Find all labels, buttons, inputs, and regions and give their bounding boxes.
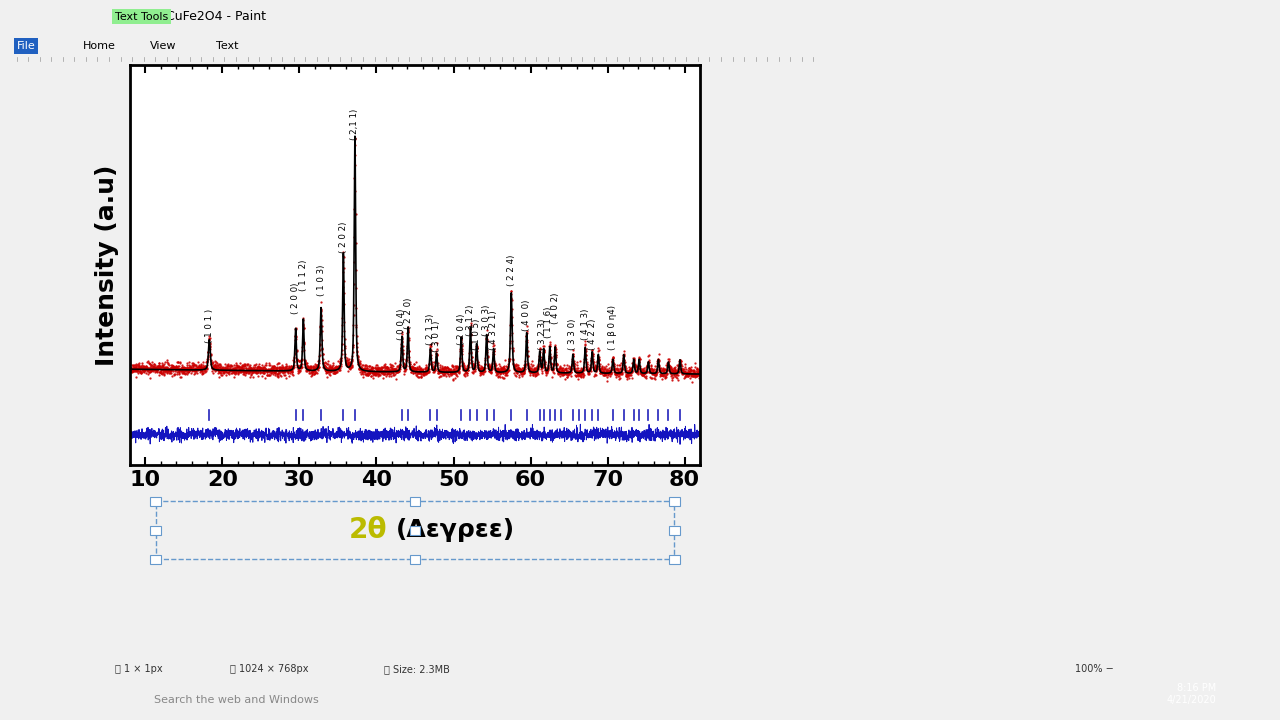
- Text: View: View: [150, 41, 177, 51]
- Text: ( 1 0 3): ( 1 0 3): [316, 264, 325, 296]
- Text: ( 4 3 2 1): ( 4 3 2 1): [489, 310, 498, 350]
- Text: ( 2 2 4): ( 2 2 4): [507, 255, 516, 286]
- Text: ( 2 1 3): ( 2 1 3): [426, 314, 435, 345]
- Text: ( 3 0 3): ( 3 0 3): [483, 305, 492, 336]
- Text: ( 1 1 2): ( 1 1 2): [298, 259, 307, 291]
- Text: ( 0 0 4): ( 0 0 4): [397, 309, 407, 341]
- Text: ( 2 2 0): ( 2 2 0): [403, 297, 412, 328]
- Text: ⬜ 1024 × 768px: ⬜ 1024 × 768px: [230, 664, 308, 674]
- Text: ⬜ Size: 2.3MB: ⬜ Size: 2.3MB: [384, 664, 449, 674]
- Text: ( 2 0 4): ( 2 0 4): [457, 314, 466, 345]
- Y-axis label: Intensity (a.u): Intensity (a.u): [95, 164, 119, 366]
- Text: ( 2 0 2): ( 2 0 2): [339, 222, 348, 253]
- Text: ( 3 0 1): ( 3 0 1): [433, 320, 442, 352]
- Text: ( 4 0 2): ( 4 0 2): [550, 292, 559, 324]
- Text: 100% −: 100% −: [1075, 664, 1114, 674]
- Text: ( 2,1 1): ( 2,1 1): [351, 109, 360, 140]
- Text: ( 3 2 3): ( 3 2 3): [538, 318, 547, 350]
- Text: 2θ: 2θ: [348, 516, 387, 544]
- Text: ( 4 2 2): ( 4 2 2): [588, 318, 596, 350]
- Text: ( 3 1 2): ( 3 1 2): [466, 305, 475, 336]
- Text: Search the web and Windows: Search the web and Windows: [154, 695, 319, 705]
- Text: ⬜ 1 × 1px: ⬜ 1 × 1px: [115, 664, 163, 674]
- Text: Text: Text: [216, 41, 239, 51]
- Text: File: File: [17, 41, 36, 51]
- Text: (Δεγρεε): (Δεγρεε): [396, 518, 515, 541]
- Text: CuFe2O4 - Paint: CuFe2O4 - Paint: [166, 10, 266, 23]
- Text: ( 3 3 0): ( 3 3 0): [568, 318, 577, 350]
- Text: 8:16 PM
4/21/2020: 8:16 PM 4/21/2020: [1166, 683, 1216, 705]
- Text: Home: Home: [83, 41, 116, 51]
- Text: ( 1 0 1 ): ( 1 0 1 ): [205, 309, 214, 343]
- Text: ( 1 0 5): ( 1 0 5): [472, 318, 481, 350]
- Text: ( 2 0 0): ( 2 0 0): [291, 283, 300, 315]
- Text: ( 4 1 3): ( 4 1 3): [581, 309, 590, 341]
- Text: Text Tools: Text Tools: [115, 12, 169, 22]
- Text: ( 1 β 0 η4): ( 1 β 0 η4): [608, 305, 617, 350]
- Text: ( 4 0 0): ( 4 0 0): [522, 300, 531, 331]
- Text: ( 1 1 6): ( 1 1 6): [544, 307, 553, 338]
